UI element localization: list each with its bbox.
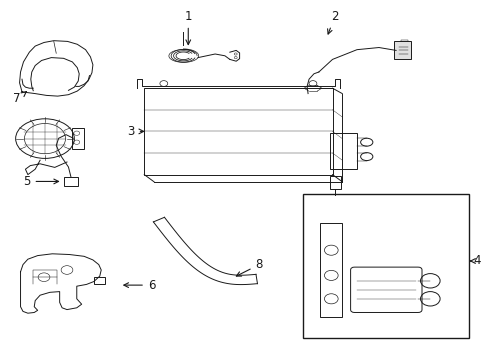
Text: 2: 2 (327, 10, 338, 34)
Text: 3: 3 (127, 125, 143, 138)
Bar (63, 177, 78, 186)
Bar (94, 277, 104, 284)
Text: 7: 7 (13, 92, 26, 105)
Bar (329, 133, 356, 169)
Bar (144, 88, 332, 175)
Text: 5: 5 (23, 175, 59, 188)
Text: 6: 6 (123, 279, 155, 292)
Bar (303, 194, 468, 338)
Bar (320, 223, 342, 317)
Text: 8: 8 (236, 258, 263, 276)
Bar (72, 128, 84, 149)
Text: 1: 1 (184, 10, 192, 45)
Bar (393, 41, 410, 59)
Text: 4: 4 (469, 255, 480, 267)
Bar (329, 176, 340, 189)
